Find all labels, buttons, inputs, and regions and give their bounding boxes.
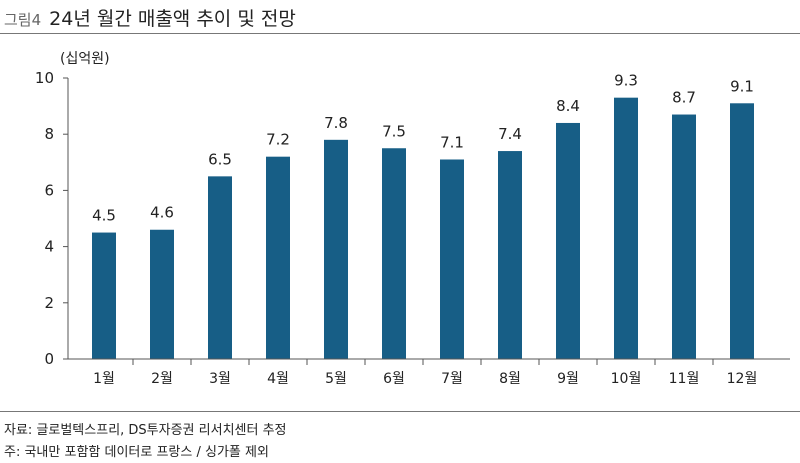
footnote: 주: 국내만 포함함 데이터로 프랑스 / 싱가폴 제외 — [4, 445, 269, 460]
bar-8월 — [498, 151, 522, 359]
figure-title-text: 24년 월간 매출액 추이 및 전망 — [49, 8, 296, 30]
data-label: 4.6 — [150, 204, 174, 222]
bottom-rule — [0, 411, 800, 412]
x-tick-label: 7월 — [441, 371, 463, 387]
data-label: 9.3 — [614, 72, 638, 90]
y-axis-ticks: 0 2 4 6 8 10 — [35, 69, 68, 368]
x-tick-label: 4월 — [267, 371, 289, 387]
x-tick-label: 5월 — [325, 371, 347, 387]
figure-number: 그림4 — [4, 11, 42, 29]
x-tick-label: 1월 — [93, 371, 115, 387]
y-tick-label: 4 — [44, 238, 54, 256]
data-label: 8.7 — [672, 89, 696, 107]
x-tick-label: 10월 — [611, 371, 642, 387]
x-tick-label: 2월 — [151, 371, 173, 387]
x-tick-label: 9월 — [557, 371, 579, 387]
top-rule — [0, 33, 800, 34]
x-axis-ticks: 1월 2월 3월 4월 5월 6월 7월 8월 9월 10월 11월 12월 — [93, 359, 757, 387]
y-axis-unit-label: (십억원) — [60, 51, 110, 67]
bar-5월 — [324, 139, 348, 359]
bar-10월 — [614, 97, 638, 360]
bar-11월 — [672, 114, 696, 359]
x-tick-label: 6월 — [383, 371, 405, 387]
x-tick-label: 11월 — [669, 371, 700, 387]
data-label: 7.4 — [498, 125, 522, 143]
y-tick-label: 10 — [35, 69, 54, 87]
data-label: 7.2 — [266, 131, 290, 149]
bar-7월 — [440, 159, 464, 359]
y-tick-label: 0 — [44, 350, 54, 368]
x-tick-label: 12월 — [727, 371, 758, 387]
bar-6월 — [382, 148, 406, 359]
x-tick-label: 8월 — [499, 371, 521, 387]
bar-12월 — [730, 103, 754, 359]
y-tick-label: 8 — [44, 125, 54, 143]
data-label: 6.5 — [208, 150, 232, 168]
y-tick-label: 2 — [44, 294, 54, 312]
data-labels: 4.5 4.6 6.5 7.2 7.8 7.5 7.1 7.4 8.4 9.3 8.7 9.1 — [92, 72, 754, 225]
data-label: 7.5 — [382, 122, 406, 140]
bar-series — [92, 97, 754, 360]
y-tick-label: 6 — [44, 181, 54, 199]
bar-3월 — [208, 176, 232, 359]
data-label: 7.1 — [440, 133, 464, 151]
x-tick-label: 3월 — [209, 371, 231, 387]
figure-title: 그림4 24년 월간 매출액 추이 및 전망 — [4, 4, 296, 31]
data-label: 9.1 — [730, 77, 754, 95]
data-label: 8.4 — [556, 97, 580, 115]
bar-2월 — [150, 229, 174, 359]
bar-4월 — [266, 156, 290, 359]
data-label: 7.8 — [324, 114, 348, 132]
source-note: 자료: 글로벌텍스프리, DS투자증권 리서치센터 추정 — [4, 423, 287, 438]
bar-9월 — [556, 122, 580, 360]
data-label: 4.5 — [92, 207, 116, 225]
bar-1월 — [92, 232, 116, 359]
